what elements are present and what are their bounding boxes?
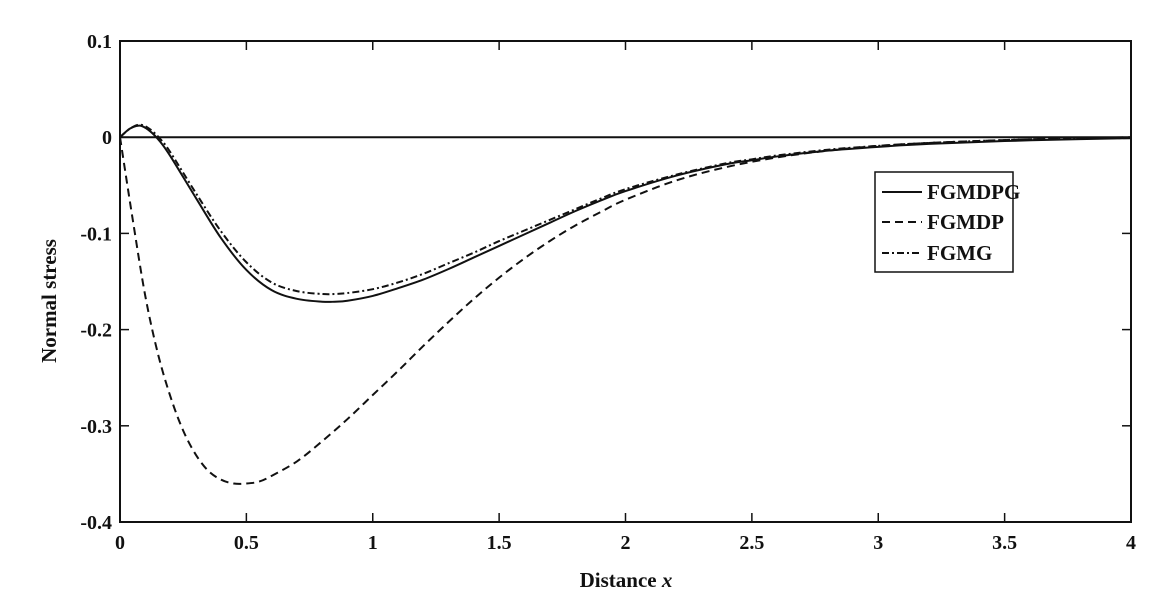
- series-layer: [119, 123, 1132, 485]
- series-line-fgmdpg: [119, 124, 1132, 303]
- x-tick-label: 2.5: [739, 532, 764, 554]
- legend: FGMDPG FGMDP FGMG: [874, 171, 1020, 273]
- y-tick-label: -0.1: [80, 223, 112, 245]
- x-tick-label: 3.5: [992, 532, 1017, 554]
- y-axis-label: Normal stress: [37, 239, 61, 363]
- legend-label-fgmdp: FGMDP: [927, 210, 1004, 234]
- x-tick-label: 0: [115, 532, 125, 554]
- y-tick-label: -0.2: [80, 320, 112, 342]
- x-tick-label: 0.5: [234, 532, 259, 554]
- x-tick-label: 3: [873, 532, 883, 554]
- legend-label-fgmdpg: FGMDPG: [927, 180, 1020, 204]
- x-tick-label: 1: [368, 532, 378, 554]
- plot-frame: [119, 40, 1132, 523]
- y-tick-label: -0.4: [80, 512, 112, 534]
- x-axis-label-variable: x: [661, 568, 673, 592]
- y-axis-ticks: 0.1 0 -0.1 -0.2 -0.3 -0.4: [80, 31, 1131, 534]
- y-tick-label: 0: [102, 127, 112, 149]
- x-tick-label: 4: [1126, 532, 1136, 554]
- x-tick-label: 2: [621, 532, 631, 554]
- x-tick-label: 1.5: [487, 532, 512, 554]
- x-axis-label: Distance x: [580, 568, 673, 592]
- legend-label-fgmg: FGMG: [927, 241, 992, 265]
- series-line-fgmdp: [119, 136, 1132, 485]
- y-tick-label: -0.3: [80, 416, 112, 438]
- y-tick-label: 0.1: [87, 31, 112, 53]
- series-line-fgmg: [119, 123, 1132, 296]
- x-axis-ticks: 0 0.5 1 1.5 2 2.5 3 3.5 4: [115, 41, 1136, 554]
- x-axis-label-text: Distance: [580, 568, 657, 592]
